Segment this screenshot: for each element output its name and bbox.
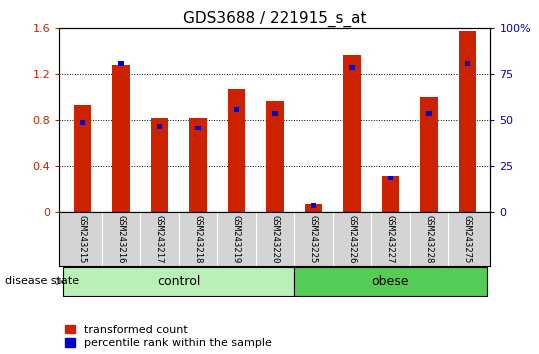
Bar	[459, 31, 476, 212]
Text: GSM243218: GSM243218	[194, 215, 202, 263]
Bar	[465, 62, 470, 66]
Bar	[195, 126, 201, 131]
Text: GSM243217: GSM243217	[155, 215, 164, 263]
Text: disease state: disease state	[5, 276, 80, 286]
Text: control: control	[157, 275, 201, 288]
Bar	[382, 176, 399, 212]
Bar	[112, 65, 129, 212]
Text: GSM243228: GSM243228	[424, 215, 433, 263]
Bar	[420, 97, 438, 212]
Bar	[233, 108, 239, 112]
Title: GDS3688 / 221915_s_at: GDS3688 / 221915_s_at	[183, 11, 367, 27]
Bar	[74, 105, 91, 212]
Bar	[349, 65, 355, 70]
Text: GSM243219: GSM243219	[232, 215, 241, 263]
Bar	[426, 111, 432, 116]
Bar	[305, 204, 322, 212]
Text: GSM243226: GSM243226	[348, 215, 356, 263]
Bar	[310, 203, 316, 208]
Bar	[388, 176, 393, 180]
Text: GSM243227: GSM243227	[386, 215, 395, 263]
Legend: transformed count, percentile rank within the sample: transformed count, percentile rank withi…	[65, 325, 272, 348]
Text: GSM243216: GSM243216	[116, 215, 126, 263]
Bar	[189, 118, 206, 212]
Text: GSM243225: GSM243225	[309, 215, 318, 263]
FancyBboxPatch shape	[63, 267, 294, 296]
Bar	[266, 101, 284, 212]
Text: obese: obese	[371, 275, 409, 288]
Text: GSM243215: GSM243215	[78, 215, 87, 263]
Bar	[80, 120, 85, 125]
Bar	[118, 62, 124, 66]
FancyBboxPatch shape	[294, 267, 487, 296]
Text: GSM243275: GSM243275	[463, 215, 472, 263]
Bar	[156, 124, 162, 129]
Bar	[272, 111, 278, 116]
Text: GSM243220: GSM243220	[271, 215, 279, 263]
Bar	[343, 55, 361, 212]
Bar	[151, 118, 168, 212]
Bar	[228, 89, 245, 212]
